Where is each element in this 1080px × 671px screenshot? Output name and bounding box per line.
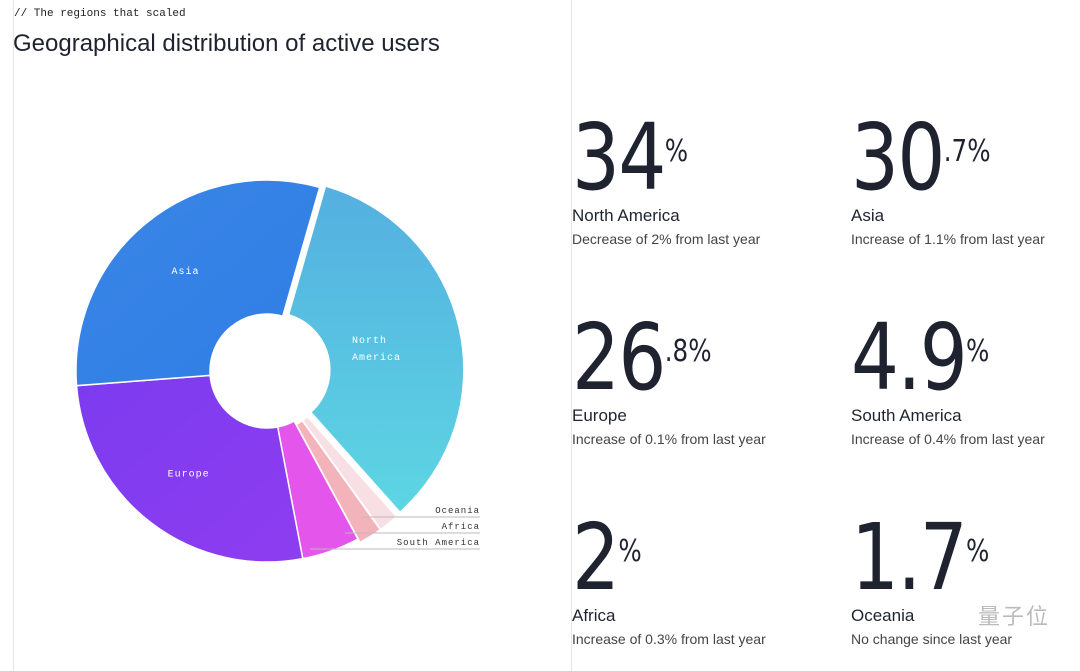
stat-region: South America: [851, 406, 962, 425]
stat-value: 2%: [572, 512, 642, 604]
stat-region: Oceania: [851, 606, 915, 625]
percent-sign: %: [966, 334, 990, 369]
stat-decimal: .8: [664, 334, 689, 369]
stat-north-america: 34% North America Decrease of 2% from la…: [572, 112, 761, 248]
callout-label: South America: [397, 538, 480, 548]
slice-label: North: [352, 335, 387, 347]
percent-sign: %: [688, 334, 712, 369]
stat-africa: 2% Africa Increase of 0.3% from last yea…: [572, 512, 766, 648]
stat-suffix: .8%: [665, 334, 712, 369]
stat-note: Increase of 0.3% from last year: [572, 631, 766, 647]
stat-europe: 26.8% Europe Increase of 0.1% from last …: [572, 312, 766, 448]
callout-label: Africa: [442, 522, 480, 532]
stat-number: 4.9: [851, 304, 968, 411]
stat-number: 34: [572, 104, 666, 211]
stat-suffix: .7%: [944, 134, 991, 169]
percent-sign: %: [966, 534, 990, 569]
stat-value: 30.7%: [851, 112, 991, 204]
center-divider: [571, 0, 572, 671]
stat-region: Africa: [572, 606, 616, 625]
stat-number: 1.7: [851, 504, 968, 611]
stat-suffix: %: [618, 534, 641, 569]
left-divider: [13, 0, 14, 671]
slice-label: America: [352, 352, 401, 364]
stat-note: Decrease of 2% from last year: [572, 231, 761, 247]
stat-number: 30: [851, 104, 945, 211]
stat-number: 26: [572, 304, 666, 411]
stat-region: Asia: [851, 206, 885, 225]
stat-note: Increase of 0.4% from last year: [851, 431, 1045, 447]
donut-chart: North America Europe Asia Oceania Africa South…: [75, 179, 480, 563]
percent-sign: %: [664, 134, 689, 169]
stat-suffix: %: [966, 334, 989, 369]
stat-suffix: %: [966, 534, 989, 569]
slice-north-america[interactable]: [287, 185, 465, 514]
stat-note: No change since last year: [851, 631, 1013, 647]
stat-region: Europe: [572, 406, 627, 425]
stat-value: 34%: [572, 112, 688, 204]
section-kicker: // The regions that scaled: [14, 8, 186, 20]
percent-sign: %: [618, 534, 642, 569]
stat-south-america: 4.9% South America Increase of 0.4% from…: [851, 312, 1045, 448]
slice-europe[interactable]: [75, 374, 304, 563]
watermark: 量子位: [978, 605, 1051, 630]
stat-suffix: %: [665, 134, 688, 169]
stat-decimal: .7: [943, 134, 968, 169]
slice-label: Asia: [171, 266, 199, 278]
stat-asia: 30.7% Asia Increase of 1.1% from last ye…: [851, 112, 1045, 248]
stat-value: 4.9%: [851, 312, 989, 404]
stat-number: 2: [572, 504, 620, 611]
percent-sign: %: [967, 134, 991, 169]
page-title: Geographical distribution of active user…: [13, 30, 440, 57]
stat-note: Increase of 0.1% from last year: [572, 431, 766, 447]
stat-value: 26.8%: [572, 312, 712, 404]
stat-region: North America: [572, 206, 680, 225]
callout-label: Oceania: [435, 506, 480, 516]
stat-value: 1.7%: [851, 512, 989, 604]
stat-oceania: 1.7% Oceania No change since last year: [851, 512, 1020, 648]
stat-note: Increase of 1.1% from last year: [851, 231, 1045, 247]
slice-asia[interactable]: [75, 179, 321, 387]
slice-label: Europe: [168, 469, 210, 480]
